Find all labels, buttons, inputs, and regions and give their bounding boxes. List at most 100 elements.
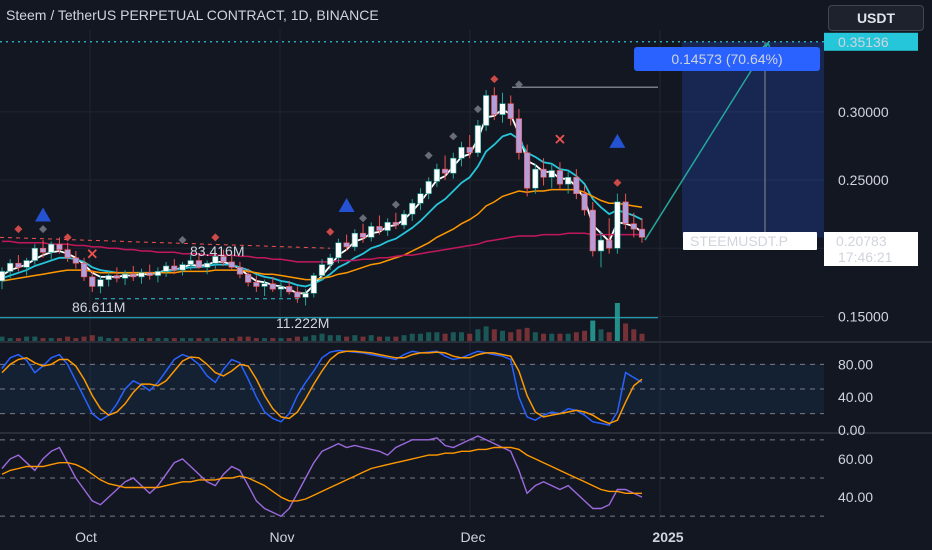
signal-diamond — [514, 80, 523, 89]
candle-body — [31, 247, 38, 261]
candle — [113, 267, 120, 283]
candle-body — [359, 232, 367, 238]
volume-label: 11.222M — [276, 315, 329, 331]
candle-body — [466, 147, 473, 154]
volume-bar — [270, 338, 276, 341]
candle-body — [7, 262, 14, 272]
candle — [48, 241, 55, 260]
candle — [450, 152, 457, 179]
candle-body — [548, 170, 555, 178]
candle — [121, 270, 129, 286]
volume-bar — [212, 338, 218, 341]
candle — [466, 135, 473, 159]
last-price-tag-value: 0.20783 — [836, 233, 887, 249]
candle — [622, 193, 629, 230]
candle — [56, 237, 63, 254]
candle-body — [335, 242, 342, 259]
signal-diamond — [63, 233, 72, 242]
candle-body — [261, 283, 268, 287]
candle — [343, 234, 350, 251]
candle — [23, 257, 30, 276]
candle-body — [212, 256, 219, 264]
candle — [294, 286, 301, 303]
candle — [253, 275, 260, 292]
candle-body — [310, 275, 317, 294]
candle-body — [130, 273, 137, 278]
volume-bar — [155, 338, 161, 341]
candle-body — [441, 168, 449, 174]
price-pane[interactable]: 86.611M 11.222M 83.416M 0.14573 (70.64%) — [0, 41, 824, 341]
candle-body — [614, 201, 621, 249]
candle-body — [597, 239, 605, 252]
volume-bar — [89, 335, 95, 341]
candle-body — [236, 267, 244, 275]
volume-bar — [106, 338, 112, 341]
candle — [163, 261, 170, 277]
volume-bar — [450, 332, 456, 341]
volume-bar — [171, 338, 177, 341]
volume-bar — [434, 332, 440, 341]
candle-body — [532, 168, 539, 189]
candle — [441, 155, 449, 181]
candle — [335, 238, 342, 264]
volume-bar — [204, 338, 210, 341]
volume-bar — [582, 330, 588, 341]
candle — [384, 218, 391, 236]
candle — [269, 276, 276, 292]
candle — [458, 141, 465, 167]
candle — [97, 275, 104, 294]
candle — [573, 169, 580, 200]
candle-body — [433, 168, 440, 182]
symbol-tag — [683, 232, 817, 250]
candle — [556, 162, 564, 190]
candle-body — [154, 271, 161, 276]
volume-bar — [221, 338, 227, 341]
volume-bar — [409, 333, 415, 341]
candle-body — [417, 193, 424, 204]
time-tick: Dec — [461, 529, 486, 545]
time-tick: 2025 — [652, 529, 683, 545]
candle-body — [351, 232, 358, 248]
volume-bar — [532, 332, 538, 341]
volume-bar — [393, 336, 399, 341]
axes: 0.30000 0.25000 0.15000 0.35136 STEEMUSDT.P 0… — [75, 32, 918, 545]
volume-bar — [122, 338, 128, 341]
volume-bar — [344, 336, 350, 341]
volume-bar — [590, 320, 596, 341]
price-tick: 0.15000 — [838, 308, 889, 324]
volume-bar — [65, 336, 71, 341]
rsi-pane[interactable] — [0, 435, 824, 518]
target-price-tag-text: 0.35136 — [838, 34, 889, 50]
candle — [491, 87, 498, 121]
candle-body — [515, 118, 523, 154]
rsi-line — [1, 435, 643, 518]
candle-body — [179, 264, 186, 271]
candle — [179, 261, 186, 276]
candle-body — [163, 265, 170, 272]
volume-bar — [229, 338, 235, 341]
candle-body — [195, 260, 203, 268]
candle-body — [64, 249, 71, 259]
candle-body — [121, 273, 129, 279]
buy-triangle — [609, 133, 626, 148]
candle-body — [540, 168, 547, 178]
candle — [532, 163, 539, 194]
candle — [565, 171, 572, 194]
volume-bar — [614, 303, 620, 341]
volume-bar — [483, 326, 489, 341]
candle — [130, 265, 137, 281]
volume-bar — [458, 332, 464, 341]
candle-body — [105, 275, 112, 280]
candle — [187, 255, 194, 271]
candle — [245, 268, 252, 287]
volume-bar — [311, 335, 317, 341]
candle — [474, 120, 481, 157]
price-tick: 0.25000 — [838, 172, 889, 188]
candle-body — [245, 273, 252, 283]
currency-button[interactable]: USDT — [828, 5, 924, 31]
stochastic-pane[interactable] — [0, 349, 824, 426]
last-price-tag — [824, 232, 918, 266]
volume-bar — [163, 338, 169, 341]
sell-cross — [87, 249, 97, 259]
